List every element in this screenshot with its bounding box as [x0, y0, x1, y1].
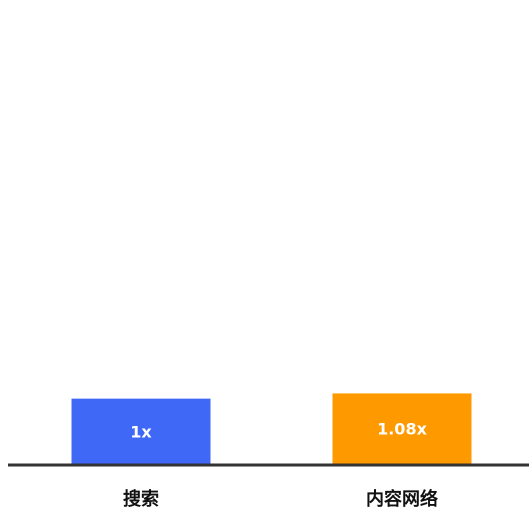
bar-data-label: 1x — [130, 422, 152, 441]
labels-layer: 搜索 内容网络 — [123, 488, 438, 510]
category-label: 内容网络 — [366, 488, 438, 510]
bars-layer: 1x 1.08x — [71, 393, 472, 464]
bar-1 — [71, 398, 211, 464]
bar-2 — [332, 393, 472, 464]
category-label: 搜索 — [123, 488, 159, 510]
bar-data-label: 1.08x — [377, 420, 427, 439]
